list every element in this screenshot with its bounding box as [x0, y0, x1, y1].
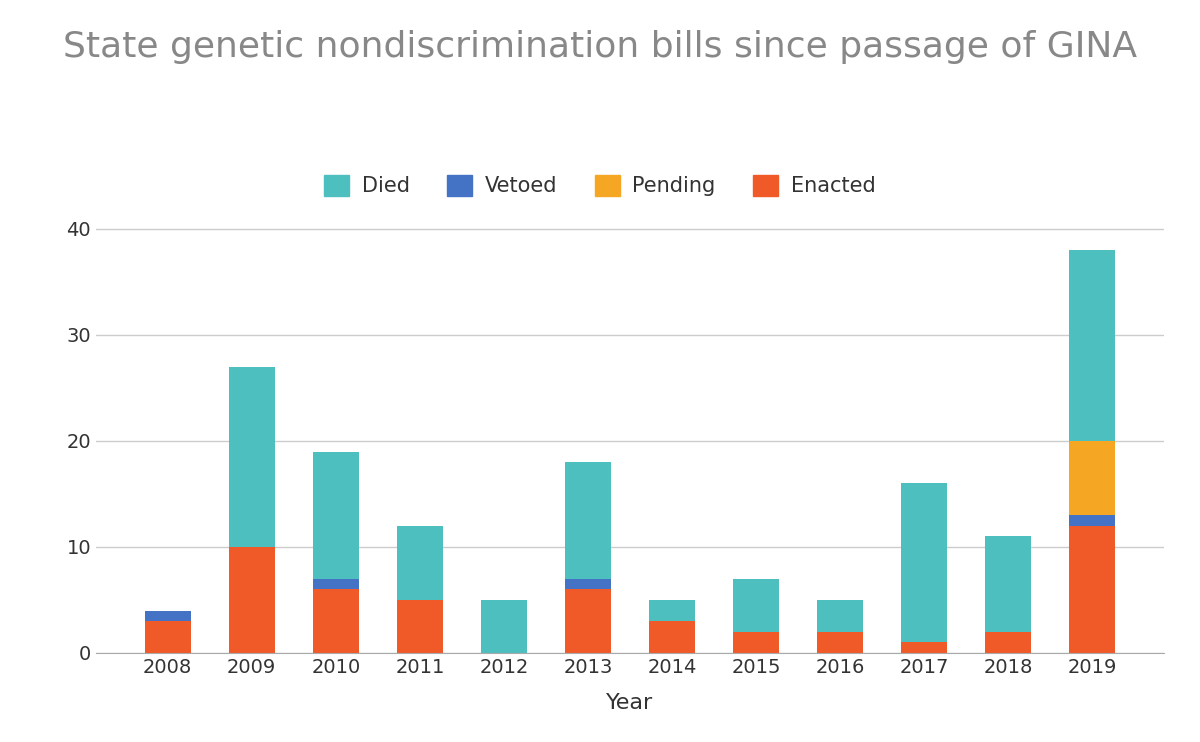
- Bar: [397, 600, 443, 653]
- X-axis label: Year: Year: [606, 694, 654, 714]
- Bar: [313, 452, 359, 579]
- Bar: [565, 589, 611, 653]
- Text: State genetic nondiscrimination bills since passage of GINA: State genetic nondiscrimination bills si…: [62, 30, 1138, 64]
- Bar: [1069, 441, 1116, 515]
- Legend: Died, Vetoed, Pending, Enacted: Died, Vetoed, Pending, Enacted: [316, 166, 884, 205]
- Bar: [481, 600, 527, 653]
- Bar: [817, 631, 863, 653]
- Bar: [229, 547, 275, 653]
- Bar: [985, 536, 1031, 631]
- Bar: [733, 579, 779, 631]
- Bar: [901, 643, 947, 653]
- Bar: [565, 579, 611, 589]
- Bar: [985, 631, 1031, 653]
- Bar: [1069, 250, 1116, 441]
- Bar: [397, 526, 443, 600]
- Bar: [1069, 526, 1116, 653]
- Bar: [901, 483, 947, 643]
- Bar: [649, 621, 695, 653]
- Bar: [1069, 515, 1116, 526]
- Bar: [733, 631, 779, 653]
- Bar: [144, 621, 191, 653]
- Bar: [817, 600, 863, 631]
- Bar: [144, 611, 191, 621]
- Bar: [229, 367, 275, 547]
- Bar: [649, 600, 695, 621]
- Bar: [565, 462, 611, 579]
- Bar: [313, 579, 359, 589]
- Bar: [313, 589, 359, 653]
